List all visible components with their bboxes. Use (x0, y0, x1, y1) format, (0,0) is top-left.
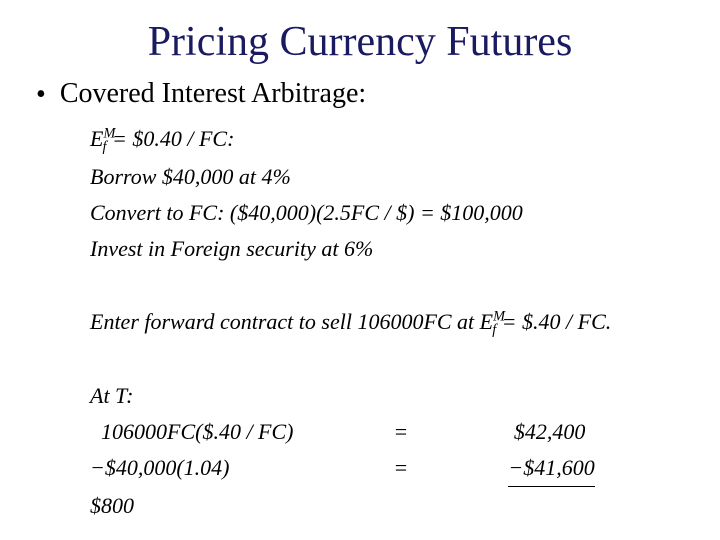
c2-right-text: −$41,600 (508, 451, 594, 487)
slide-title: Pricing Currency Futures (30, 18, 690, 66)
l5-pre: Enter forward contract to sell 106000FC … (90, 309, 493, 334)
line-1: EMf = $0.40 / FC: (90, 122, 690, 159)
line-6: At T: (90, 379, 690, 413)
bullet-item: • Covered Interest Arbitrage: (36, 78, 690, 112)
line-5: Enter forward contract to sell 106000FC … (90, 305, 690, 342)
line-3: Convert to FC: ($40,000)(2.5FC / $) = $1… (90, 196, 690, 230)
c1-eq: = (395, 415, 503, 449)
bullet-marker: • (36, 78, 46, 112)
c2-right: −$41,600 (508, 451, 690, 487)
c1-left: 106000FC($.40 / FC) (90, 415, 389, 449)
c2-eq: = (395, 451, 503, 485)
bullet-text: Covered Interest Arbitrage: (60, 78, 366, 110)
calc-grid: 106000FC($.40 / FC) = $42,400 −$40,000(1… (90, 415, 690, 487)
l1-post: = $0.40 / FC: (107, 126, 235, 151)
slide-container: Pricing Currency Futures • Covered Inter… (0, 0, 720, 540)
sum-row: $800 (90, 489, 690, 523)
c1-right: $42,400 (508, 415, 690, 449)
l1-pre: E (90, 126, 103, 151)
line-4: Invest in Foreign security at 6% (90, 232, 690, 266)
c2-left: −$40,000(1.04) (90, 451, 389, 485)
l5-post: = $.40 / FC. (496, 309, 611, 334)
line-2: Borrow $40,000 at 4% (90, 160, 690, 194)
math-block: EMf = $0.40 / FC: Borrow $40,000 at 4% C… (90, 122, 690, 524)
